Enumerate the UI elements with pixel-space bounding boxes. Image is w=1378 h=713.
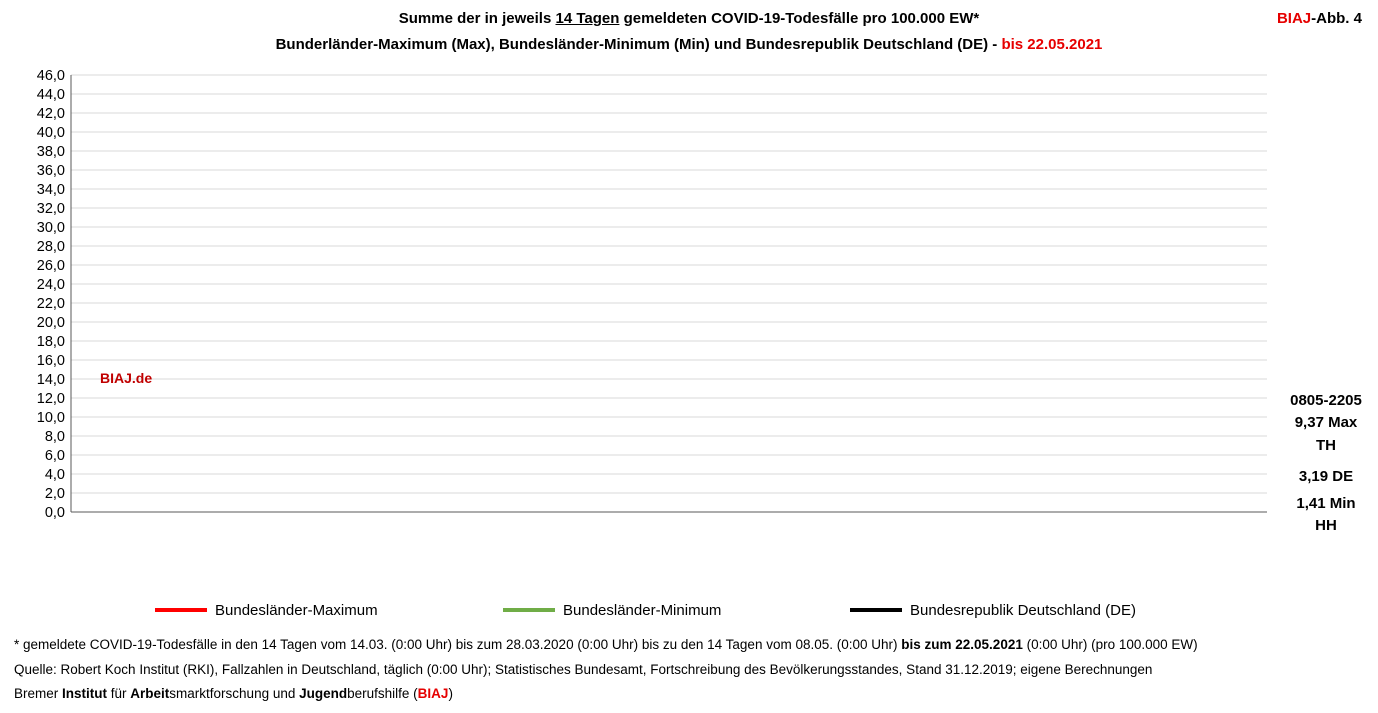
y-tick-label: 4,0: [45, 467, 65, 483]
y-tick-label: 18,0: [37, 334, 65, 350]
y-tick-label: 42,0: [37, 106, 65, 122]
watermark-text: BIAJ.de: [100, 370, 152, 386]
y-tick-label: 8,0: [45, 429, 65, 445]
y-tick-label: 12,0: [37, 391, 65, 407]
y-tick-label: 24,0: [37, 277, 65, 293]
legend-swatch-de: [850, 608, 902, 612]
legend-item-max: Bundesländer-Maximum: [155, 600, 378, 620]
gridlines: [71, 74, 1267, 513]
y-tick-label: 6,0: [45, 448, 65, 464]
legend-label-max: Bundesländer-Maximum: [215, 601, 378, 619]
y-tick-label: 34,0: [37, 182, 65, 198]
side-label-max-state: TH: [1316, 437, 1336, 454]
side-label-period: 0805-2205: [1290, 392, 1362, 409]
legend-label-de: Bundesrepublik Deutschland (DE): [910, 601, 1136, 619]
y-tick-label: 0,0: [45, 505, 65, 521]
footnote-definition: * gemeldete COVID-19-Todesfälle in den 1…: [14, 637, 1198, 652]
chart-title-line2: Bunderländer-Maximum (Max), Bundesländer…: [275, 36, 1103, 53]
y-tick-label: 36,0: [37, 163, 65, 179]
y-tick-label: 46,0: [37, 68, 65, 84]
footnote-source: Quelle: Robert Koch Institut (RKI), Fall…: [14, 662, 1153, 677]
y-tick-label: 26,0: [37, 258, 65, 274]
side-label-min-value: 1,41 Min: [1296, 495, 1356, 512]
y-tick-label: 38,0: [37, 144, 65, 160]
y-tick-label: 16,0: [37, 353, 65, 369]
y-tick-label: 28,0: [37, 239, 65, 255]
legend-swatch-min: [503, 608, 555, 612]
footnote-publisher: Bremer Institut für Arbeitsmarktforschun…: [14, 686, 453, 701]
y-tick-label: 2,0: [45, 486, 65, 502]
y-tick-label: 44,0: [37, 87, 65, 103]
y-tick-label: 22,0: [37, 296, 65, 312]
legend-item-min: Bundesländer-Minimum: [503, 600, 721, 620]
figure-label: BIAJ-Abb. 4: [1276, 10, 1362, 27]
legend-label-min: Bundesländer-Minimum: [563, 601, 722, 619]
legend-swatch-max: [155, 608, 207, 612]
side-label-de-value: 3,19 DE: [1298, 468, 1354, 485]
y-tick-label: 14,0: [37, 372, 65, 388]
y-tick-label: 20,0: [37, 315, 65, 331]
chart-title-line1: Summe der in jeweils 14 Tagen gemeldeten…: [398, 10, 980, 27]
side-label-max-value: 9,37 Max: [1294, 414, 1358, 431]
y-tick-label: 10,0: [37, 410, 65, 426]
y-tick-label: 40,0: [37, 125, 65, 141]
y-axis: 0,0 2,0 4,0 6,0 8,0 10,0 12,0 14,0 16,0 18,0 20,0 2…: [37, 68, 72, 521]
y-tick-label: 32,0: [37, 201, 65, 217]
y-tick-label: 30,0: [37, 220, 65, 236]
side-label-min-state: HH: [1315, 517, 1337, 534]
legend-item-de: Bundesrepublik Deutschland (DE): [850, 600, 1136, 620]
x-axis: 28.03.2011.04.2025.04.2009.05.2023.05.20…: [71, 511, 1267, 513]
